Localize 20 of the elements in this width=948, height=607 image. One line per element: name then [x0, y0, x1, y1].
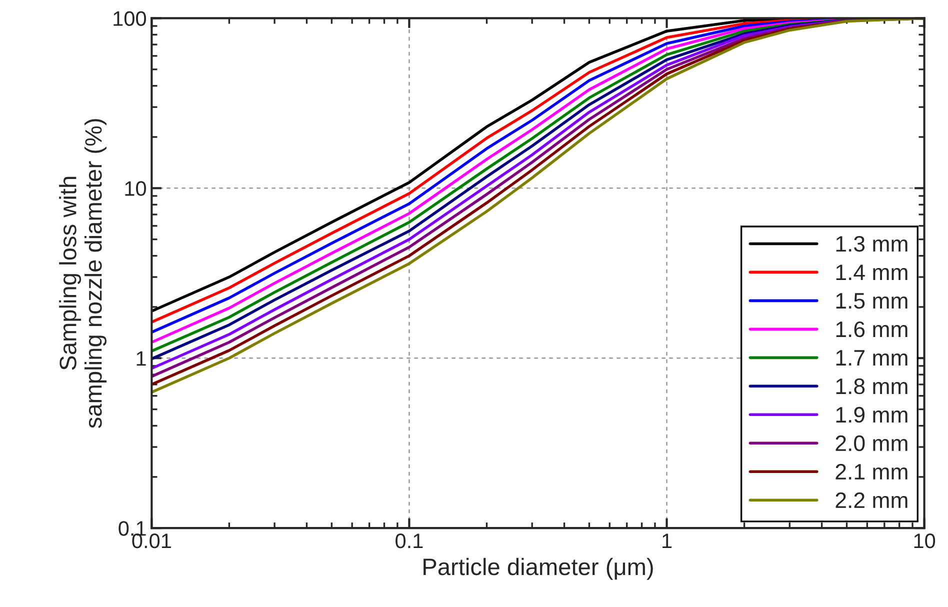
legend-label: 1.5 mm [836, 293, 908, 309]
legend-label: 1.4 mm [836, 264, 908, 280]
legend-label: 1.6 mm [836, 321, 908, 338]
legend-label: 1.7 mm [836, 350, 908, 366]
legend-label: 1.3 mm [836, 236, 908, 252]
x-axis-title: Particle diameter (μm) [424, 558, 653, 580]
x-tick-label: 0.1 [396, 534, 423, 548]
legend-label: 2.0 mm [836, 435, 908, 452]
legend-label: 2.2 mm [836, 492, 908, 508]
legend-label: 2.1 mm [836, 464, 908, 480]
y-tick-label: 100 [114, 11, 146, 26]
legend-label: 1.8 mm [836, 378, 908, 394]
y-tick-label: 10 [125, 181, 146, 196]
legend-label: 1.9 mm [836, 406, 908, 423]
x-tick-label: 0.01 [132, 534, 171, 548]
y-tick-label: 1 [136, 351, 146, 366]
x-tick-label: 10 [914, 534, 936, 548]
y-tick-label: 0.1 [118, 521, 146, 536]
y-axis-title: Sampling loss with sampling nozzle diameter (%) [59, 119, 107, 428]
x-tick-label: 1 [662, 534, 672, 548]
